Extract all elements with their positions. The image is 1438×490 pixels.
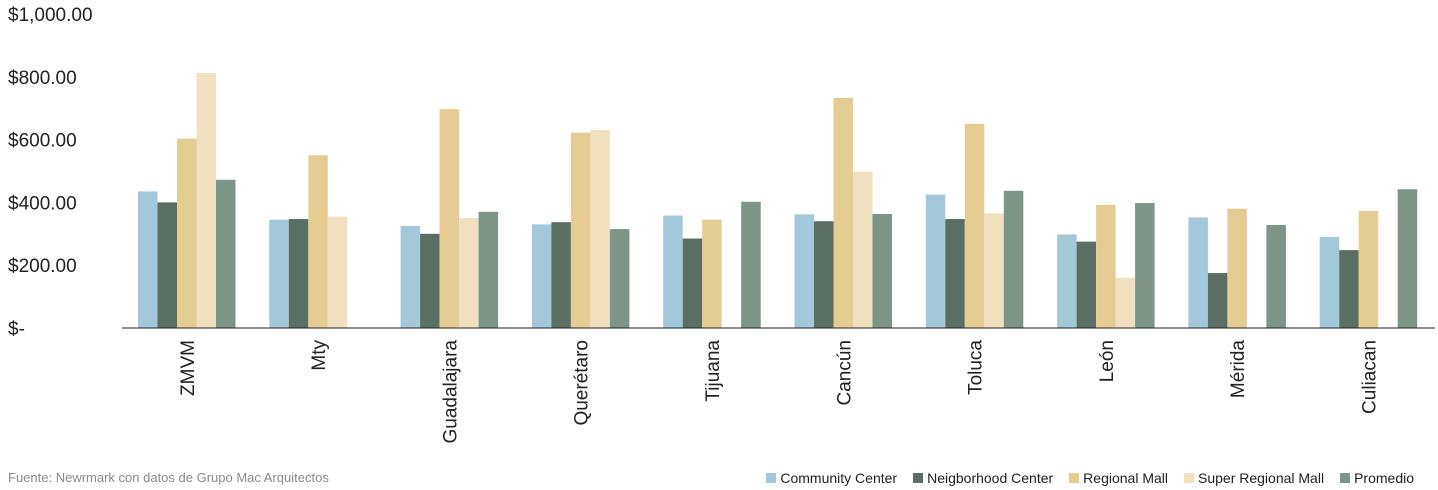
x-tick-label: Mérida bbox=[1228, 340, 1249, 399]
legend-label: Promedio bbox=[1354, 470, 1414, 486]
x-tick-label: Querétaro bbox=[572, 340, 593, 426]
bar bbox=[1358, 210, 1379, 328]
bar bbox=[964, 123, 985, 329]
bar bbox=[327, 216, 348, 328]
bar bbox=[984, 213, 1004, 328]
bar bbox=[269, 219, 289, 328]
legend-swatch bbox=[1340, 473, 1351, 483]
y-axis: $- $200.00 $400.00 $600.00 $800.00 $1,000.00 bbox=[8, 5, 93, 340]
bar bbox=[570, 132, 591, 328]
bar bbox=[833, 97, 853, 328]
x-tick-label: León bbox=[1097, 340, 1118, 382]
bar bbox=[1188, 217, 1208, 328]
y-tick-label: $200.00 bbox=[8, 256, 77, 277]
y-tick-label: $600.00 bbox=[8, 131, 77, 152]
bar bbox=[1076, 241, 1097, 328]
legend-item: Regional Mall bbox=[1069, 470, 1168, 486]
x-tick-label: Toluca bbox=[966, 340, 987, 395]
legend-label: Super Regional Mall bbox=[1198, 470, 1325, 486]
bar bbox=[308, 155, 328, 328]
bar bbox=[400, 225, 421, 328]
x-tick-label: ZMVM bbox=[178, 340, 199, 396]
bar bbox=[1003, 190, 1024, 328]
legend-item: Super Regional Mall bbox=[1184, 470, 1324, 486]
legend-swatch bbox=[913, 473, 924, 483]
bar bbox=[1207, 273, 1228, 328]
legend-item: Community Center bbox=[766, 470, 897, 486]
legend-item: Neigborhood Center bbox=[913, 470, 1053, 486]
bar bbox=[1227, 208, 1247, 328]
bar bbox=[1339, 250, 1359, 328]
bar bbox=[741, 201, 761, 328]
bar bbox=[814, 221, 834, 328]
bar bbox=[177, 138, 197, 328]
legend-label: Neigborhood Center bbox=[927, 470, 1054, 486]
bar bbox=[794, 214, 814, 328]
bar bbox=[663, 215, 683, 328]
y-tick-label: $800.00 bbox=[8, 68, 77, 89]
bar bbox=[945, 219, 965, 328]
bar bbox=[531, 224, 552, 328]
bar bbox=[702, 219, 722, 328]
y-tick-label: $1,000.00 bbox=[8, 5, 93, 26]
bar bbox=[590, 130, 610, 328]
bar bbox=[551, 222, 571, 328]
bar bbox=[1319, 236, 1340, 328]
bar bbox=[459, 218, 479, 328]
x-tick-label: Cancún bbox=[834, 340, 855, 406]
bar bbox=[420, 233, 440, 328]
bar bbox=[1266, 225, 1286, 328]
bar bbox=[138, 191, 158, 328]
y-tick-label: $- bbox=[8, 319, 25, 340]
x-axis: ZMVM Mty Guadalajara Querétaro Tijuana Cancún… bbox=[178, 340, 1381, 444]
bar bbox=[216, 179, 236, 328]
legend-item: Promedio bbox=[1340, 470, 1414, 486]
y-tick-label: $400.00 bbox=[8, 193, 77, 214]
x-tick-label: Culiacan bbox=[1359, 340, 1380, 414]
bar bbox=[478, 211, 499, 328]
bar bbox=[196, 73, 216, 328]
x-tick-label: Tijuana bbox=[703, 340, 724, 402]
source-note: Fuente: Newrmark con datos de Grupo Mac … bbox=[8, 470, 329, 485]
bar bbox=[609, 229, 630, 328]
x-tick-label: Mty bbox=[309, 340, 330, 371]
bars bbox=[138, 73, 1418, 329]
bar bbox=[925, 194, 946, 328]
bar bbox=[1096, 204, 1116, 328]
x-tick-label: Guadalajara bbox=[440, 340, 461, 444]
bar bbox=[1135, 203, 1155, 328]
bar bbox=[288, 219, 309, 328]
legend-swatch bbox=[1184, 473, 1194, 483]
bar bbox=[682, 238, 703, 328]
bar bbox=[872, 214, 892, 328]
legend-swatch bbox=[766, 473, 777, 483]
bar bbox=[1397, 189, 1418, 328]
legend-swatch bbox=[1069, 473, 1080, 483]
legend: Community Center Neigborhood Center Region… bbox=[766, 470, 1414, 486]
legend-label: Regional Mall bbox=[1083, 470, 1168, 486]
bar bbox=[1115, 277, 1136, 328]
bar bbox=[439, 109, 460, 328]
bar bbox=[853, 171, 873, 328]
bar bbox=[157, 202, 177, 328]
bar bbox=[1057, 234, 1077, 328]
legend-label: Community Center bbox=[780, 470, 898, 486]
